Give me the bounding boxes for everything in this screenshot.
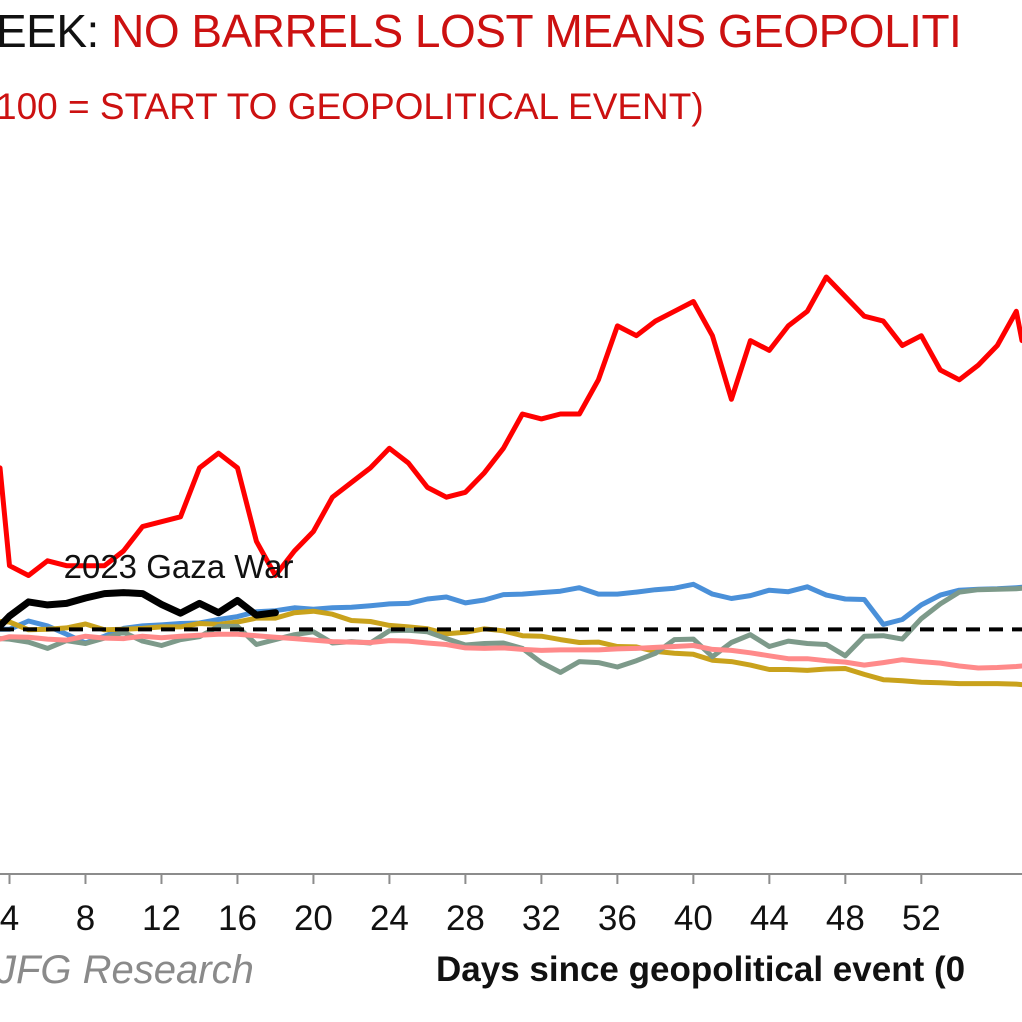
x-tick-label-44: 44 [750,899,789,938]
x-tick-label-28: 28 [446,899,485,938]
series-pink-line [0,631,1022,671]
x-tick-label-48: 48 [826,899,865,938]
series-gaza-war-line [0,589,279,630]
series-gold-line [0,608,1022,688]
annotation-gaza-war-label: 2023 Gaza War [64,548,294,585]
x-tick-label-12: 12 [142,899,181,938]
x-tick-label-24: 24 [370,899,409,938]
x-tick-label-16: 16 [218,899,257,938]
chart-subtitle: 100 = START TO GEOPOLITICAL EVENT) [0,86,704,127]
x-tick-label-36: 36 [598,899,637,938]
x-tick-label-20: 20 [294,899,333,938]
x-tick-label-8: 8 [76,899,95,938]
series-red-line [0,274,1022,578]
title-lead: EEK: [0,5,99,57]
chart-title: EEK: NO BARRELS LOST MEANS GEOPOLITI [0,5,962,57]
x-tick-label-40: 40 [674,899,713,938]
x-tick-label-32: 32 [522,899,561,938]
title-main: NO BARRELS LOST MEANS GEOPOLITI [111,5,962,57]
series-grey-green-line [0,585,1022,675]
x-tick-label-4: 4 [0,899,19,938]
source-label: JFG Research [0,948,254,992]
x-axis-label: Days since geopolitical event (0 [436,950,966,989]
x-tick-label-52: 52 [902,899,941,938]
